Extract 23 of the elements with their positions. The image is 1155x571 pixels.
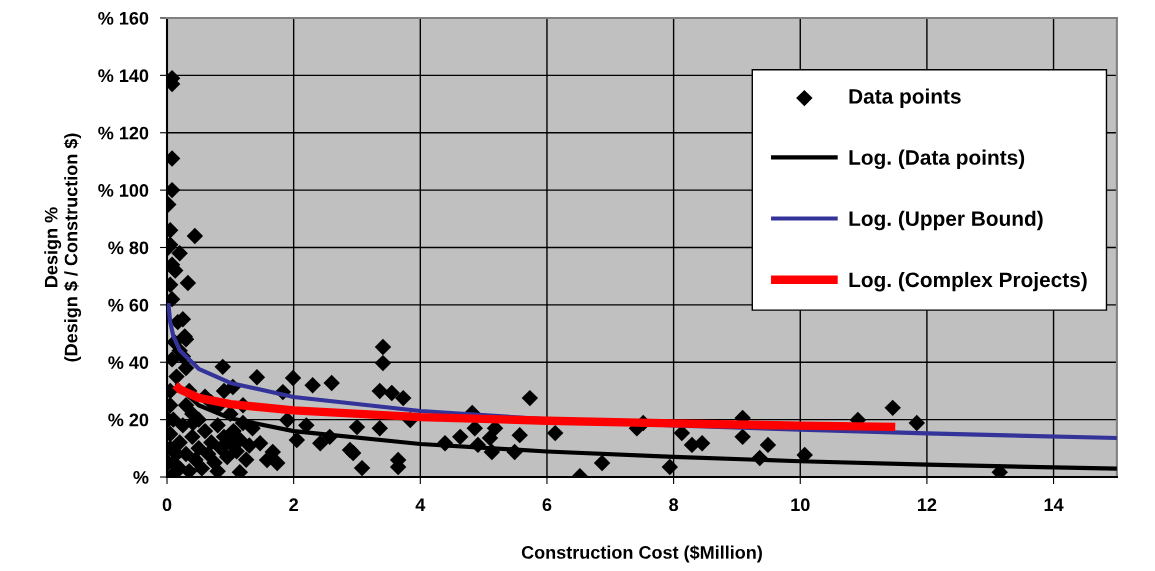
x-tick-label: 12 xyxy=(918,498,937,511)
legend-label: Data points xyxy=(849,88,961,108)
legend-label: Log. (Complex Projects) xyxy=(849,271,1087,292)
x-axis-title: Construction Cost ($Million) xyxy=(521,545,762,563)
x-tick-label: 0 xyxy=(162,498,172,512)
x-tick-label: 2 xyxy=(289,498,298,511)
y-axis-title: Design % (Design $ / Construction $) xyxy=(44,133,82,362)
x-tick-label: 14 xyxy=(1044,498,1064,511)
y-tick-label: % 40 xyxy=(108,356,149,369)
y-tick-label: % 20 xyxy=(108,413,149,427)
y-tick-label: % xyxy=(133,470,149,484)
y-tick-label: % 100 xyxy=(98,184,149,197)
y-tick-label: % 60 xyxy=(108,298,149,312)
y-tick-label: % 80 xyxy=(108,241,149,255)
x-tick-label: 6 xyxy=(542,498,552,512)
y-tick-label: % 160 xyxy=(98,11,149,25)
y-tick-label: % 140 xyxy=(98,69,149,83)
x-tick-label: 8 xyxy=(669,498,679,512)
y-tick-label: % 120 xyxy=(98,126,149,140)
legend-label: Log. (Upper Bound) xyxy=(849,210,1043,231)
x-tick-label: 10 xyxy=(791,498,810,512)
x-tick-label: 4 xyxy=(415,498,426,511)
legend-label: Log. (Data points) xyxy=(849,149,1025,170)
